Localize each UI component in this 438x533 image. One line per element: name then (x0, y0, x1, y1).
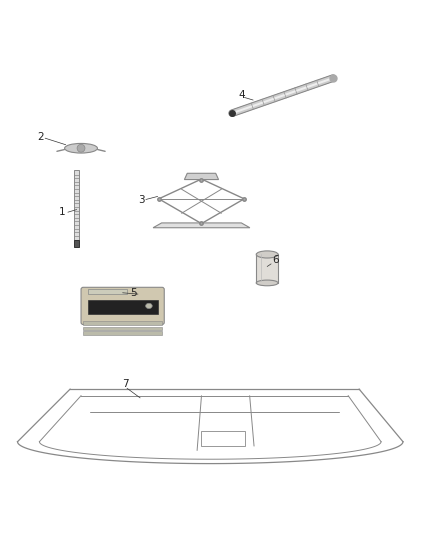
Text: 2: 2 (37, 132, 44, 142)
Text: 1: 1 (59, 207, 66, 217)
Bar (83, 331, 162, 335)
Bar (83, 327, 162, 330)
Bar (88, 288, 127, 294)
Bar (74, 170, 79, 240)
Polygon shape (184, 173, 219, 180)
Text: 5: 5 (131, 288, 137, 298)
Text: 4: 4 (239, 90, 245, 100)
Bar (83, 321, 162, 325)
Polygon shape (153, 223, 250, 228)
Text: 6: 6 (272, 255, 279, 265)
Text: 7: 7 (122, 379, 128, 389)
FancyBboxPatch shape (81, 287, 164, 325)
Ellipse shape (256, 251, 278, 258)
Ellipse shape (77, 144, 85, 152)
Bar (74, 240, 79, 247)
Bar (88, 300, 158, 314)
Ellipse shape (256, 280, 278, 286)
Ellipse shape (145, 303, 152, 309)
Bar (201, 431, 245, 446)
Text: 3: 3 (138, 195, 145, 205)
Bar (256, 254, 278, 283)
Ellipse shape (65, 143, 97, 153)
